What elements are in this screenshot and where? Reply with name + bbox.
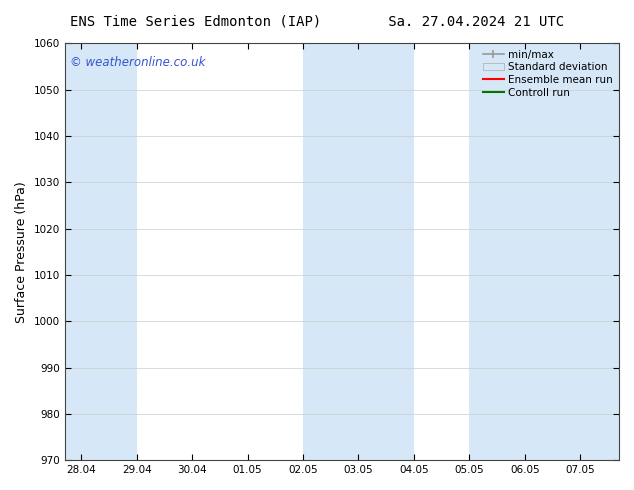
Bar [469, 44, 619, 460]
Bar [303, 44, 358, 460]
Y-axis label: Surface Pressure (hPa): Surface Pressure (hPa) [15, 181, 28, 323]
Text: © weatheronline.co.uk: © weatheronline.co.uk [70, 56, 205, 69]
Legend: min/max, Standard deviation, Ensemble mean run, Controll run: min/max, Standard deviation, Ensemble me… [480, 47, 616, 100]
Bar [65, 44, 137, 460]
Text: ENS Time Series Edmonton (IAP)        Sa. 27.04.2024 21 UTC: ENS Time Series Edmonton (IAP) Sa. 27.04… [70, 15, 564, 29]
Bar [358, 44, 414, 460]
